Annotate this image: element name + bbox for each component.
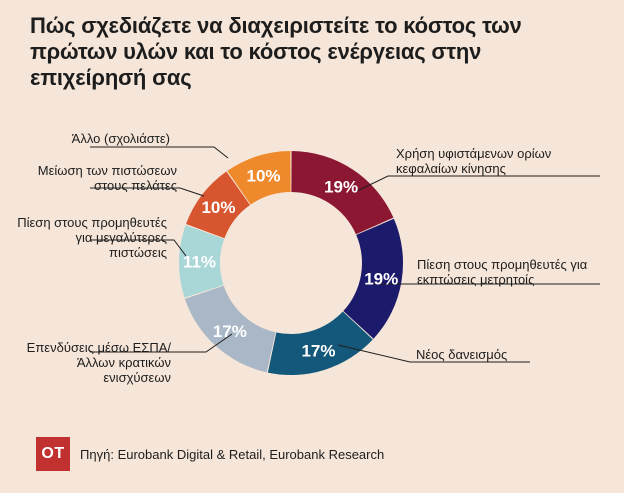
slice-value-2: 19% <box>364 269 398 288</box>
slice-label-6: Μείωση των πιστώσεων στους πελάτες <box>37 163 177 193</box>
slice-6 <box>186 171 251 239</box>
slice-value-7: 10% <box>247 167 281 186</box>
slice-label-5: Πίεση στους προμηθευτές για μεγαλύτερες … <box>17 215 167 260</box>
slice-label-7: Άλλο (σχολιάστε) <box>71 131 170 146</box>
leader-line-4 <box>90 333 233 353</box>
leader-line-5 <box>90 239 187 257</box>
slice-label-4: Επενδύσεις μέσω ΕΣΠΑ/Άλλων κρατικών ενισ… <box>26 340 171 385</box>
leader-line-1 <box>354 175 600 193</box>
page-title: Πώς σχεδιάζετε να διαχειριστείτε το κόστ… <box>30 13 522 90</box>
slice-value-1: 19% <box>324 177 358 196</box>
slice-5 <box>179 225 225 298</box>
slice-value-3: 17% <box>301 341 335 360</box>
slice-1 <box>291 151 394 235</box>
leader-line-6 <box>90 187 205 197</box>
slice-value-6: 10% <box>201 198 235 217</box>
slice-label-2: Πίεση στους προμηθευτές για εκπτώσεις με… <box>417 257 588 287</box>
leader-line-7 <box>90 146 229 159</box>
slice-value-5: 11% <box>183 253 216 272</box>
slice-7 <box>227 151 291 205</box>
ot-logo: OT <box>36 437 70 471</box>
source-text: Πηγή: Eurobank Digital & Retail, Euroban… <box>80 446 385 462</box>
slice-value-4: 17% <box>213 322 247 341</box>
slice-3 <box>267 311 373 376</box>
leader-line-3 <box>337 344 530 363</box>
footer: OT Πηγή: Eurobank Digital & Retail, Euro… <box>36 437 384 471</box>
slice-2 <box>343 218 404 339</box>
slice-label-3: Νέος δανεισμός <box>416 347 508 362</box>
slice-label-1: Χρήση υφιστάμενων ορίων κεφαλαίων κίνηση… <box>396 146 552 176</box>
slice-4 <box>184 285 276 373</box>
